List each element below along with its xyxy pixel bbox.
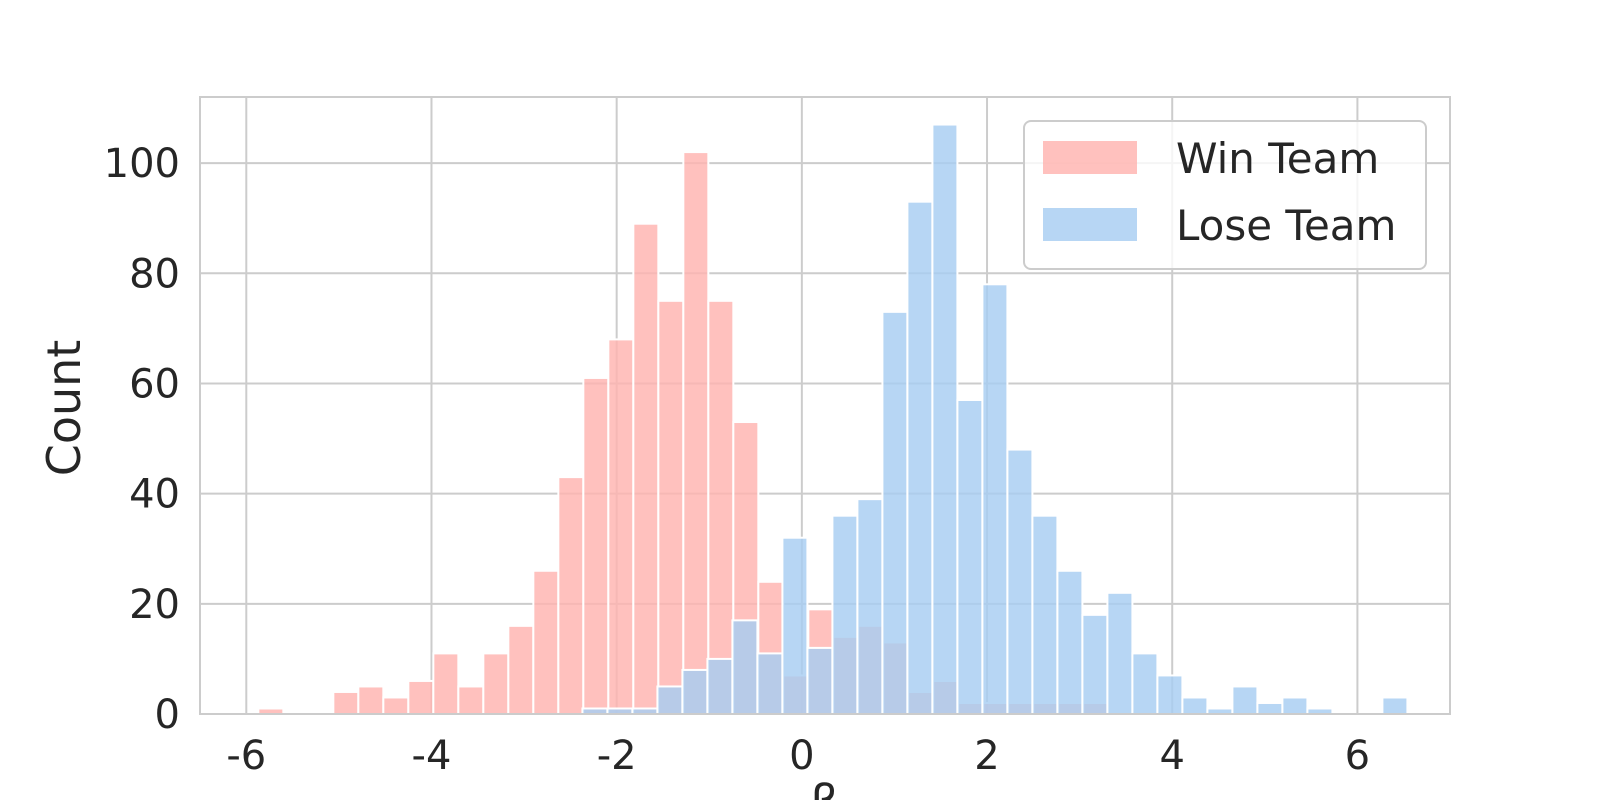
y-tick-label: 40 <box>129 472 180 518</box>
histogram-bar <box>707 299 735 715</box>
x-axis-title: β <box>810 775 839 800</box>
histogram-bar <box>432 652 460 716</box>
histogram-bar <box>931 123 959 716</box>
histogram-bar <box>781 536 809 716</box>
histogram-bar <box>1231 685 1259 716</box>
x-tick-label: 4 <box>1159 733 1184 779</box>
histogram-bar <box>607 338 635 715</box>
histogram-bar <box>706 657 734 715</box>
histogram-bar <box>656 685 684 716</box>
histogram-bar <box>831 514 859 716</box>
x-tick-label: -2 <box>597 733 637 779</box>
histogram-bar <box>582 376 610 715</box>
plot-frame <box>199 96 1451 715</box>
histogram-bar <box>532 569 560 716</box>
histogram-bar <box>507 624 535 715</box>
x-tick-label: -6 <box>226 733 266 779</box>
legend-swatch-win-team <box>1043 141 1137 174</box>
histogram-bar <box>332 690 360 716</box>
legend-label-win-team: Win Team <box>1176 134 1379 183</box>
histogram-bar <box>756 652 784 716</box>
y-axis-title: Count <box>37 340 91 477</box>
x-tick-label: 2 <box>974 733 999 779</box>
histogram-bar <box>357 685 385 716</box>
histogram-bar <box>856 498 884 716</box>
x-tick-label: 6 <box>1345 733 1370 779</box>
histogram-bar <box>731 619 759 715</box>
x-tick-label: 0 <box>789 733 814 779</box>
histogram-bar <box>482 652 510 716</box>
histogram-bar <box>457 685 485 716</box>
histogram-bar <box>657 299 685 715</box>
histogram-bar <box>906 200 934 716</box>
histogram-bar <box>981 283 1009 715</box>
histogram-bar <box>1131 652 1159 716</box>
histogram-bar <box>382 696 410 715</box>
histogram-bar <box>806 646 834 716</box>
y-tick-label: 0 <box>155 692 180 738</box>
histogram-bar <box>407 679 435 715</box>
histogram-bar <box>1006 448 1034 715</box>
histogram-bar <box>1156 674 1184 715</box>
x-tick-label: -4 <box>412 733 452 779</box>
y-tick-label: 60 <box>129 361 180 407</box>
histogram-bar <box>557 476 585 715</box>
histogram-bar <box>1056 569 1084 716</box>
histogram-bar <box>1181 696 1209 715</box>
y-tick-label: 100 <box>104 141 180 187</box>
legend-label-lose-team: Lose Team <box>1176 201 1396 250</box>
histogram-bar <box>1381 696 1409 715</box>
histogram-bar <box>682 151 710 715</box>
histogram-bar <box>681 668 709 716</box>
histogram-bar <box>1031 514 1059 716</box>
legend: Win Team Lose Team <box>1023 120 1427 270</box>
histogram-bar <box>1281 696 1309 715</box>
histogram-bar <box>1106 591 1134 716</box>
histogram-bar <box>956 398 984 715</box>
histogram-bar <box>1256 701 1284 715</box>
y-tick-label: 20 <box>129 582 180 628</box>
histogram-bar <box>1081 613 1109 716</box>
y-tick-label: 80 <box>129 251 180 297</box>
legend-swatch-lose-team <box>1043 208 1137 241</box>
histogram-bar <box>881 310 909 715</box>
histogram-bar <box>632 222 660 715</box>
